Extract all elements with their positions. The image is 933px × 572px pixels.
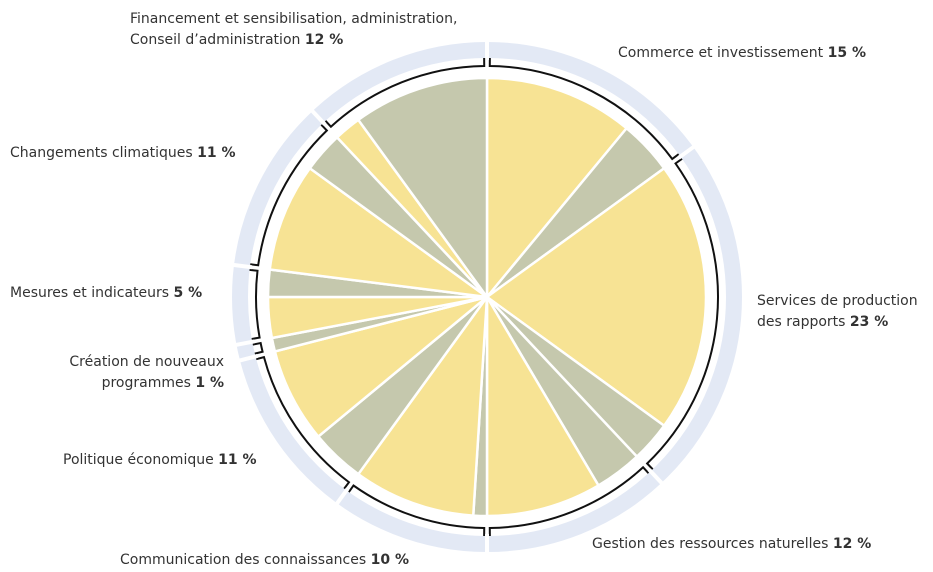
category-bracket — [255, 355, 351, 490]
value-label: 10 % — [371, 552, 409, 568]
pie-slice — [356, 76, 489, 301]
category-name: Création de nouveaux — [69, 354, 224, 370]
value-label: 15 % — [828, 45, 866, 61]
category-bracket — [324, 58, 486, 129]
value-label: 11 % — [197, 145, 235, 161]
ring-gap — [231, 262, 253, 270]
category-name: des rapports — [757, 314, 845, 330]
value-label: 12 % — [305, 32, 343, 48]
category-label: Changements climatiques 11 % — [10, 145, 236, 161]
ring-gap — [677, 144, 697, 160]
category-name: Changements climatiques — [10, 145, 193, 161]
ring-gap — [234, 339, 255, 348]
category-name: Conseil d’administration — [130, 32, 300, 48]
category-label: Financement et sensibilisation, administ… — [130, 11, 457, 27]
category-name: programmes — [102, 375, 191, 391]
category-bracket — [249, 268, 261, 340]
category-bracket — [488, 465, 650, 536]
category-name: Mesures et indicateurs — [10, 285, 169, 301]
category-name: Financement et sensibilisation, administ… — [130, 11, 457, 27]
category-name: Communication des connaissances — [120, 552, 366, 568]
value-label: 11 % — [218, 452, 256, 468]
category-name: Commerce et investissement — [618, 45, 824, 61]
category-bracket — [488, 58, 680, 161]
category-label: Mesures et indicateurs 5 % — [10, 285, 202, 301]
category-bracket — [252, 341, 264, 355]
category-label: Communication des connaissances 10 % — [120, 552, 409, 568]
ring-gap — [309, 108, 327, 126]
pie-slice — [485, 76, 629, 301]
pie-slice — [268, 166, 488, 299]
category-label: Conseil d’administration 12 % — [130, 32, 343, 48]
ring-gap — [334, 487, 350, 507]
ring-gap — [237, 354, 258, 363]
value-label: 12 % — [833, 536, 871, 552]
category-name: Gestion des ressources naturelles — [592, 536, 828, 552]
value-label: 1 % — [195, 375, 224, 391]
category-label: Services de production — [757, 293, 918, 309]
pie-slice — [484, 166, 708, 428]
value-label: 23 % — [850, 314, 888, 330]
category-bracket — [645, 158, 719, 470]
category-label: Création de nouveaux — [69, 354, 224, 370]
category-label: Commerce et investissement 15 % — [618, 45, 866, 61]
category-label: Gestion des ressources naturelles 12 % — [592, 536, 871, 552]
category-name: Politique économique — [63, 452, 214, 468]
category-bracket — [250, 124, 329, 267]
category-name: Services de production — [757, 293, 918, 309]
category-label: programmes 1 % — [102, 375, 224, 391]
category-label: Politique économique 11 % — [63, 452, 257, 468]
value-label: 5 % — [174, 285, 203, 301]
pie-slice — [356, 292, 489, 517]
category-label: des rapports 23 % — [757, 314, 888, 330]
pie-slice — [485, 292, 601, 518]
category-bracket — [348, 484, 486, 536]
ring-gap — [647, 468, 665, 486]
